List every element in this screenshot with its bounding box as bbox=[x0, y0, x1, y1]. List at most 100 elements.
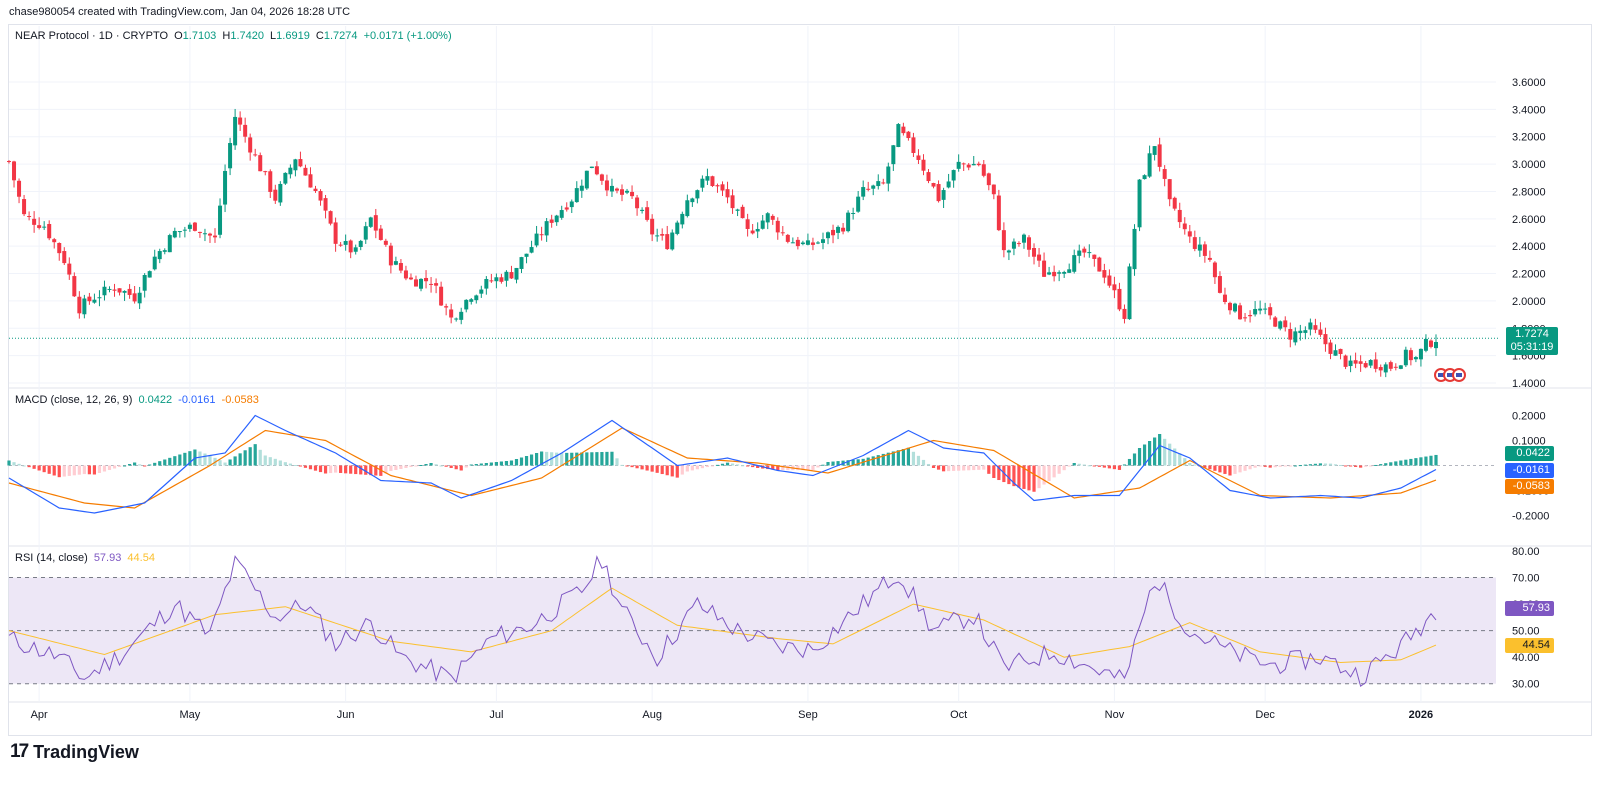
candle-body bbox=[770, 215, 775, 220]
candle-body bbox=[1348, 360, 1353, 367]
candle-body bbox=[1343, 355, 1348, 367]
macd-histogram-bar bbox=[474, 464, 478, 466]
candle-body bbox=[278, 183, 283, 203]
candle-body bbox=[147, 271, 152, 278]
candle-body bbox=[986, 173, 991, 186]
macd-histogram-bar bbox=[1027, 465, 1031, 491]
candle-body bbox=[554, 215, 559, 223]
candle-body bbox=[348, 240, 353, 253]
macd-histogram-bar bbox=[253, 444, 257, 466]
y-tick-label: 30.00 bbox=[1512, 679, 1540, 691]
candle-body bbox=[765, 213, 770, 223]
x-tick-label: Apr bbox=[31, 709, 48, 721]
macd-histogram-bar bbox=[258, 449, 262, 466]
candle-body bbox=[504, 271, 509, 281]
candle-body bbox=[12, 161, 17, 181]
open-label: O bbox=[174, 30, 183, 42]
candle-body bbox=[614, 188, 619, 191]
macd-histogram-bar bbox=[173, 456, 177, 466]
macd-histogram-bar bbox=[484, 463, 488, 466]
candle-body bbox=[52, 239, 57, 243]
macd-histogram-bar bbox=[394, 465, 398, 470]
event-flag-icon[interactable] bbox=[1452, 368, 1466, 382]
candle-body bbox=[1172, 197, 1177, 209]
symbol-label[interactable]: NEAR Protocol · 1D · CRYPTO bbox=[15, 30, 169, 42]
macd-histogram-bar bbox=[112, 465, 117, 469]
macd-title[interactable]: MACD (close, 12, 26, 9) bbox=[15, 394, 133, 406]
candle-body bbox=[991, 184, 996, 195]
macd-histogram-bar bbox=[585, 452, 589, 466]
candle-body bbox=[368, 217, 373, 227]
macd-histogram-bar bbox=[1263, 465, 1267, 467]
macd-histogram-bar bbox=[504, 461, 509, 466]
candle-body bbox=[740, 206, 745, 219]
macd-histogram-bar bbox=[1173, 448, 1177, 466]
candle-body bbox=[1042, 260, 1047, 277]
macd-histogram-bar bbox=[1338, 464, 1343, 466]
candle-body bbox=[1378, 367, 1383, 371]
candle-body bbox=[1112, 284, 1117, 291]
y-tick-label: 2.2000 bbox=[1512, 269, 1546, 281]
candle-body bbox=[896, 124, 901, 148]
macd-histogram-bar bbox=[911, 451, 916, 466]
macd-histogram-bar bbox=[27, 465, 31, 468]
candle-body bbox=[233, 116, 238, 146]
macd-line-value: -0.0161 bbox=[178, 394, 216, 406]
tradingview-logo[interactable]: 17 TradingView bbox=[10, 741, 139, 763]
candle-body bbox=[594, 166, 599, 175]
macd-histogram-bar bbox=[12, 462, 16, 466]
macd-histogram-bar bbox=[906, 447, 911, 466]
candle-body bbox=[1021, 234, 1026, 243]
candle-body bbox=[1338, 348, 1343, 355]
macd-histogram-bar bbox=[1082, 464, 1086, 466]
macd-histogram-bar bbox=[138, 464, 142, 466]
macd-histogram-bar bbox=[725, 462, 730, 466]
macd-histogram-bar bbox=[439, 465, 443, 467]
macd-histogram-bar bbox=[1178, 453, 1182, 466]
y-tick-label: 3.0000 bbox=[1512, 159, 1546, 171]
candle-body bbox=[564, 207, 569, 210]
macd-histogram-bar bbox=[1369, 465, 1373, 467]
macd-histogram-bar bbox=[1087, 465, 1091, 467]
candle-body bbox=[1298, 330, 1303, 334]
macd-histogram-bar bbox=[886, 452, 890, 466]
macd-histogram-bar bbox=[429, 463, 433, 466]
x-tick-label: Oct bbox=[950, 709, 967, 721]
candle-body bbox=[574, 188, 579, 203]
macd-histogram-bar bbox=[1414, 458, 1418, 466]
candle-body bbox=[941, 190, 946, 200]
candle-body bbox=[750, 230, 755, 234]
candle-body bbox=[871, 185, 876, 189]
macd-histogram-bar bbox=[218, 460, 222, 466]
candle-body bbox=[1127, 266, 1132, 320]
macd-histogram-bar bbox=[1419, 457, 1423, 466]
candle-body bbox=[403, 270, 408, 279]
macd-histogram-bar bbox=[168, 457, 172, 466]
candle-body bbox=[725, 189, 730, 198]
candle-body bbox=[383, 240, 388, 245]
macd-histogram-bar bbox=[1384, 463, 1388, 466]
candle-body bbox=[127, 288, 132, 295]
candle-body bbox=[705, 176, 710, 181]
y-tick-label: 1.4000 bbox=[1512, 378, 1546, 390]
tradingview-logo-icon: 17 bbox=[10, 741, 29, 762]
candle-body bbox=[1037, 254, 1042, 261]
macd-histogram-bar bbox=[17, 463, 21, 466]
rsi-ma-value: 44.54 bbox=[127, 552, 155, 564]
rsi-title[interactable]: RSI (14, close) bbox=[15, 552, 88, 564]
macd-histogram-bar bbox=[811, 465, 815, 471]
macd-histogram-bar bbox=[1077, 463, 1081, 466]
macd-histogram-bar bbox=[434, 464, 438, 466]
macd-histogram-bar bbox=[158, 461, 162, 466]
macd-histogram-bar bbox=[1298, 465, 1302, 467]
macd-histogram-bar bbox=[605, 451, 609, 466]
macd-histogram-bar bbox=[1364, 465, 1368, 467]
macd-histogram-bar bbox=[851, 459, 855, 466]
candle-body bbox=[343, 241, 348, 245]
candle-body bbox=[996, 195, 1001, 231]
macd-histogram-bar bbox=[1333, 464, 1338, 466]
y-tick-label: 2.8000 bbox=[1512, 186, 1546, 198]
candle-body bbox=[876, 181, 881, 187]
macd-histogram-bar bbox=[1374, 464, 1378, 466]
